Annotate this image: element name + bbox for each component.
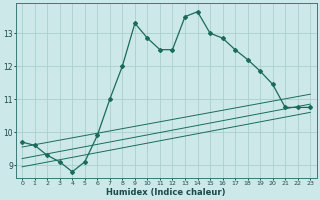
- X-axis label: Humidex (Indice chaleur): Humidex (Indice chaleur): [107, 188, 226, 197]
